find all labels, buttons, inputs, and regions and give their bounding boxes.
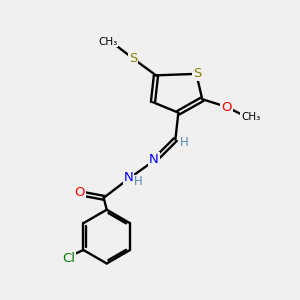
Text: O: O [74,186,85,199]
Text: O: O [221,101,232,114]
Text: H: H [180,136,189,149]
Text: N: N [149,153,159,167]
Text: CH₃: CH₃ [98,37,117,46]
Text: S: S [129,52,137,65]
Text: CH₃: CH₃ [241,112,260,122]
Text: Cl: Cl [62,253,75,266]
Text: S: S [193,67,201,80]
Text: H: H [134,176,142,188]
Text: N: N [124,171,134,184]
